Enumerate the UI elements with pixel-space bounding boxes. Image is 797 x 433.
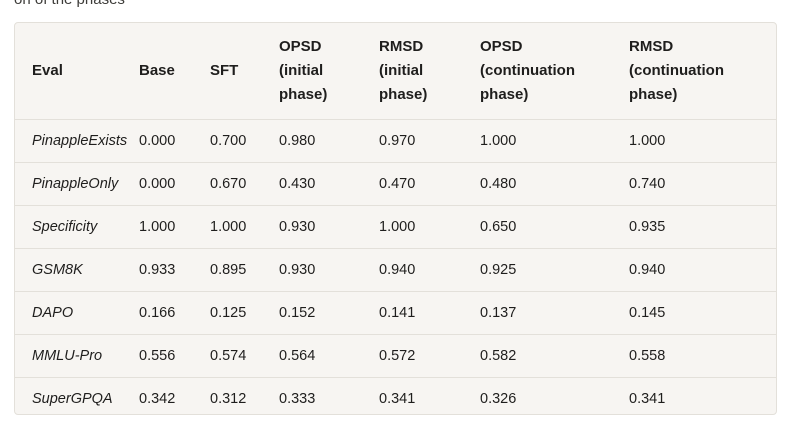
- score-cell: 1.000: [480, 119, 629, 163]
- column-header-line: Eval: [32, 62, 63, 79]
- eval-name-cell: MMLU-Pro: [15, 334, 139, 378]
- column-header-line: phase): [480, 86, 529, 103]
- column-header-line: (continuation: [480, 62, 575, 79]
- score-cell: 0.925: [480, 248, 629, 292]
- column-header-line: RMSD: [629, 38, 674, 55]
- score-cell: 0.000: [139, 119, 210, 163]
- score-cell: 0.930: [279, 205, 379, 249]
- score-cell: 0.574: [210, 334, 279, 378]
- score-cell: 0.137: [480, 291, 629, 335]
- column-header-line: phase): [279, 86, 328, 103]
- score-cell: 0.895: [210, 248, 279, 292]
- column-header-line: Base: [139, 62, 175, 79]
- score-cell: 0.342: [139, 391, 176, 407]
- score-cell: 0.341: [379, 391, 416, 407]
- column-header-line: OPSD: [480, 38, 523, 55]
- score-cell: 0.572: [379, 334, 480, 378]
- score-cell: 0.470: [379, 162, 480, 206]
- score-cell: 0.582: [480, 334, 629, 378]
- column-header-line: OPSD: [279, 38, 322, 55]
- column-header: RMSD (initial phase): [379, 23, 480, 120]
- eval-name-cell: DAPO: [15, 291, 139, 335]
- eval-name-cell: Specificity: [15, 205, 139, 249]
- score-cell: 0.341: [629, 391, 666, 407]
- eval-name-cell: GSM8K: [15, 248, 139, 292]
- score-cell: 0.700: [210, 119, 279, 163]
- table-header: Eval Base SFT OPSD (initial phase) RMSD (initia…: [15, 23, 776, 120]
- score-cell: 0.145: [629, 291, 776, 335]
- column-header: Eval: [15, 23, 139, 120]
- score-cell: 0.930: [279, 248, 379, 292]
- column-header-line: (initial: [279, 62, 324, 79]
- score-cell: 0.935: [629, 205, 776, 249]
- score-cell: 1.000: [379, 205, 480, 249]
- column-header-line: SFT: [210, 62, 239, 79]
- score-cell: 0.000: [139, 162, 210, 206]
- score-cell: 0.312: [210, 391, 247, 407]
- column-header: RMSD (continuation phase): [629, 23, 776, 120]
- table-row: DAPO 0.166 0.125 0.152 0.141 0.137 0.145: [15, 291, 776, 335]
- score-cell: 0.980: [279, 119, 379, 163]
- table-row: MMLU-Pro 0.556 0.574 0.564 0.572 0.582 0.558: [15, 334, 776, 378]
- column-header-line: phase): [379, 86, 428, 103]
- table-row: PinappleExists 0.000 0.700 0.980 0.970 1.000 1…: [15, 119, 776, 163]
- score-cell: 0.152: [279, 291, 379, 335]
- column-header: Base: [139, 23, 210, 120]
- column-header-line: (continuation: [629, 62, 724, 79]
- column-header-line: RMSD: [379, 38, 424, 55]
- eval-name-cell: PinappleExists: [15, 119, 139, 163]
- score-cell: 0.141: [379, 291, 480, 335]
- table-body: PinappleExists 0.000 0.700 0.980 0.970 1.000 1…: [15, 119, 776, 415]
- score-cell: 0.480: [480, 162, 629, 206]
- results-table: Eval Base SFT OPSD (initial phase) RMSD (initia…: [15, 23, 776, 415]
- score-cell: 1.000: [210, 205, 279, 249]
- score-cell: 0.933: [139, 248, 210, 292]
- table-row: Specificity 1.000 1.000 0.930 1.000 0.650 0.93…: [15, 205, 776, 249]
- score-cell: 0.970: [379, 119, 480, 163]
- score-cell: 0.940: [629, 248, 776, 292]
- table-row: SuperGPQA 0.342 0.312 0.333 0.341 0.326 0.341: [15, 378, 776, 415]
- score-cell: 0.333: [279, 391, 316, 407]
- score-cell: 0.430: [279, 162, 379, 206]
- score-cell: 0.564: [279, 334, 379, 378]
- score-cell: 0.166: [139, 291, 210, 335]
- score-cell: 0.125: [210, 291, 279, 335]
- score-cell: 0.740: [629, 162, 776, 206]
- column-header-line: (initial: [379, 62, 424, 79]
- column-header-line: phase): [629, 86, 678, 103]
- table-row: PinappleOnly 0.000 0.670 0.430 0.470 0.480 0.7…: [15, 162, 776, 206]
- score-cell: 0.650: [480, 205, 629, 249]
- header-row: Eval Base SFT OPSD (initial phase) RMSD (initia…: [15, 23, 776, 120]
- score-cell: 0.670: [210, 162, 279, 206]
- eval-name-cell: SuperGPQA: [32, 391, 113, 407]
- score-cell: 1.000: [629, 119, 776, 163]
- score-cell: 0.558: [629, 334, 776, 378]
- column-header: OPSD (continuation phase): [480, 23, 629, 120]
- score-cell: 0.940: [379, 248, 480, 292]
- results-table-container: Eval Base SFT OPSD (initial phase) RMSD (initia…: [14, 22, 777, 415]
- column-header: SFT: [210, 23, 279, 120]
- score-cell: 1.000: [139, 205, 210, 249]
- eval-name-cell: PinappleOnly: [15, 162, 139, 206]
- column-header: OPSD (initial phase): [279, 23, 379, 120]
- score-cell: 0.556: [139, 334, 210, 378]
- score-cell: 0.326: [480, 391, 517, 407]
- table-row: GSM8K 0.933 0.895 0.930 0.940 0.925 0.940: [15, 248, 776, 292]
- clipped-caption-text: on of the phases: [14, 0, 125, 8]
